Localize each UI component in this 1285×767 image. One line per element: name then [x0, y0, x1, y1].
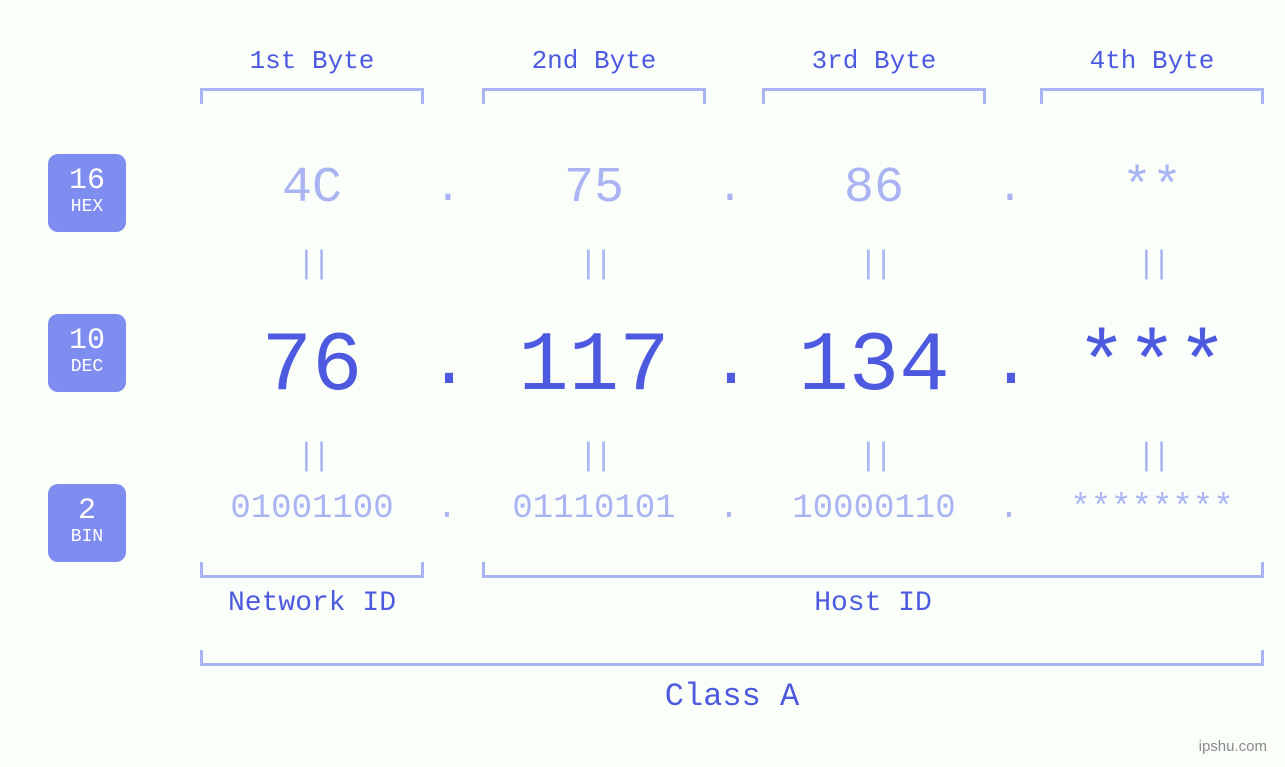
byte-bracket-top — [482, 88, 706, 104]
host-id-bracket — [482, 562, 1264, 578]
equals-icon: || — [740, 246, 1008, 283]
dec-value: 76 — [178, 320, 446, 415]
class-label: Class A — [178, 678, 1285, 715]
bin-dot: . — [432, 490, 462, 528]
bin-value: 01001100 — [178, 490, 446, 528]
dec-value: 117 — [460, 320, 728, 415]
host-id-label: Host ID — [460, 588, 1285, 619]
equals-icon: || — [178, 246, 446, 283]
badge-number: 2 — [78, 496, 96, 526]
equals-icon: || — [1018, 438, 1285, 475]
badge-number: 16 — [69, 166, 105, 196]
bin-value: 01110101 — [460, 490, 728, 528]
byte-bracket-top — [762, 88, 986, 104]
base-badge-bin: 2BIN — [48, 484, 126, 562]
base-badge-hex: 16HEX — [48, 154, 126, 232]
equals-icon: || — [740, 438, 1008, 475]
byte-header-label: 4th Byte — [1018, 46, 1285, 76]
equals-icon: || — [460, 246, 728, 283]
hex-value: 75 — [460, 160, 728, 217]
badge-label: DEC — [71, 356, 103, 379]
hex-value: 86 — [740, 160, 1008, 217]
watermark-text: ipshu.com — [1199, 738, 1267, 755]
dec-value: 134 — [740, 320, 1008, 415]
badge-label: HEX — [71, 196, 103, 219]
base-badge-dec: 10DEC — [48, 314, 126, 392]
bin-value: ******** — [1018, 490, 1285, 528]
equals-icon: || — [460, 438, 728, 475]
badge-number: 10 — [69, 326, 105, 356]
class-bracket — [200, 650, 1264, 666]
byte-header-label: 2nd Byte — [460, 46, 728, 76]
byte-bracket-top — [1040, 88, 1264, 104]
byte-header-label: 3rd Byte — [740, 46, 1008, 76]
hex-value: ** — [1018, 160, 1285, 217]
network-id-label: Network ID — [178, 588, 446, 619]
byte-header-label: 1st Byte — [178, 46, 446, 76]
hex-value: 4C — [178, 160, 446, 217]
dec-value: *** — [1018, 320, 1285, 415]
network-id-bracket — [200, 562, 424, 578]
badge-label: BIN — [71, 526, 103, 549]
bin-value: 10000110 — [740, 490, 1008, 528]
equals-icon: || — [1018, 246, 1285, 283]
equals-icon: || — [178, 438, 446, 475]
byte-bracket-top — [200, 88, 424, 104]
